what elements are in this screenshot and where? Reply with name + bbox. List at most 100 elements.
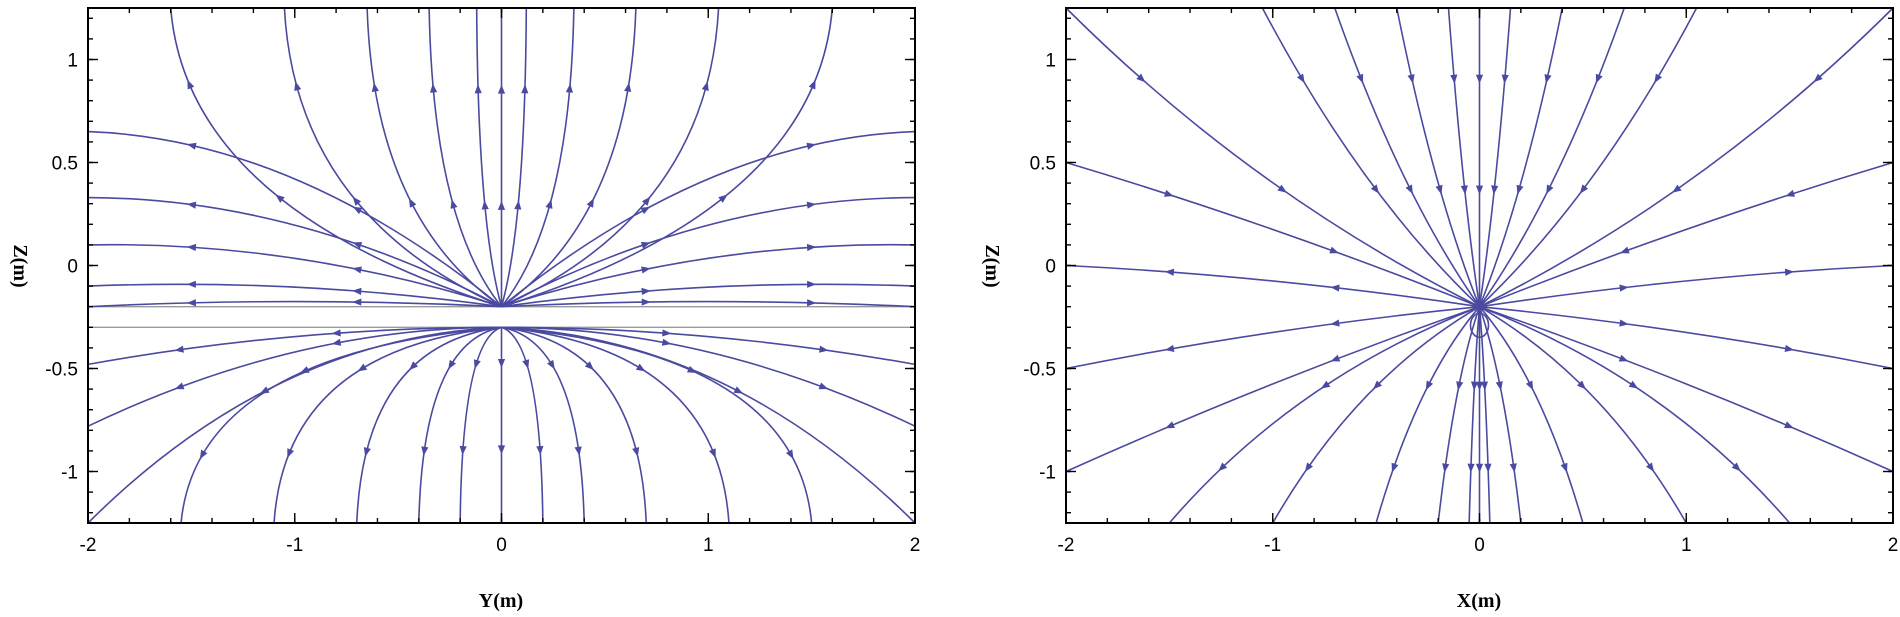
streamline-arrow	[636, 364, 646, 372]
streamline	[1480, 307, 1790, 523]
streamline-arrow	[642, 298, 651, 305]
streamline	[1480, 8, 1511, 307]
streamline-arrow	[1467, 464, 1474, 473]
streamline-arrow	[536, 446, 543, 455]
streamline-arrow	[187, 281, 196, 288]
streamline-arrow	[734, 386, 744, 393]
streamline-arrow	[1491, 185, 1498, 194]
streamline-arrow	[451, 199, 458, 209]
streamline	[502, 327, 729, 523]
streamline	[1480, 8, 1894, 307]
streamline-arrow	[1646, 462, 1654, 471]
streamline-arrow	[332, 339, 342, 346]
streamline-arrow	[1164, 190, 1174, 197]
y-axis-title-left: Z(m)	[9, 244, 31, 287]
streamline-arrow	[807, 281, 816, 288]
streamline	[1335, 8, 1480, 307]
streamline-arrow	[1546, 184, 1553, 194]
streamline	[1066, 307, 1480, 472]
streamline-arrow	[702, 81, 709, 91]
streamline-arrow	[1496, 381, 1503, 391]
streamline	[1262, 8, 1479, 307]
streamline-arrow	[353, 207, 363, 214]
y-axis-title-right: Z(m)	[981, 244, 1003, 287]
streamline	[1480, 8, 1697, 307]
streamline-arrow	[187, 202, 196, 209]
streamline-arrow	[522, 359, 529, 369]
streamline	[477, 8, 502, 307]
streamline-arrow	[498, 359, 505, 368]
streamline-arrow	[1784, 421, 1794, 428]
streamline-arrow	[1329, 247, 1339, 254]
streamline-arrow	[1297, 74, 1305, 84]
y-tick-label: 0.5	[52, 154, 78, 175]
streamline	[1273, 307, 1480, 523]
streamline	[1376, 307, 1479, 523]
streamline-arrow	[352, 298, 361, 305]
streamline-arrow	[1517, 185, 1524, 195]
streamline-arrow	[1785, 190, 1795, 197]
streamline-arrow	[1619, 355, 1629, 362]
streamline	[1480, 307, 1894, 472]
streamline	[502, 302, 916, 307]
chart-panel-right: -2 -1 0 1 2 -1-0.500.51 X(m) Z(m)	[981, 8, 1898, 612]
streamline-arrow	[786, 450, 794, 460]
streamline-arrow	[575, 446, 582, 455]
streamline-arrow	[819, 383, 829, 390]
streamline-arrow	[187, 299, 196, 306]
streamline-arrow	[1596, 74, 1603, 84]
y-tick-label: -0.5	[1023, 360, 1056, 381]
streamline-arrow	[809, 80, 816, 90]
streamline-arrow	[175, 383, 185, 390]
y-tick-label: 1	[1045, 51, 1056, 72]
x-tick-label: 0	[496, 535, 507, 556]
streamline-arrow	[475, 84, 482, 93]
streamline-arrow	[1619, 319, 1628, 326]
streamline-arrow	[1331, 355, 1341, 362]
streamline-arrow	[687, 366, 697, 373]
streamline-arrow	[421, 446, 428, 455]
streamline-arrow	[807, 244, 816, 251]
streamline-arrow	[187, 80, 194, 90]
streamline-arrow	[641, 266, 651, 273]
streamline-arrow	[300, 366, 310, 373]
streamline-arrow	[1785, 345, 1794, 352]
streamline-arrow	[1371, 184, 1379, 193]
streamline-arrow	[1510, 463, 1517, 472]
y-tick-label: 0	[1045, 257, 1056, 278]
streamline-arrow	[1426, 381, 1433, 391]
y-tick-label: 0	[67, 257, 78, 278]
streamline-arrow	[547, 360, 555, 370]
streamline-arrow	[709, 448, 716, 458]
streamline	[1469, 307, 1479, 523]
streamline	[1480, 163, 1894, 307]
streamline	[88, 302, 502, 307]
x-tick-label: 0	[1474, 535, 1485, 556]
x-tick-labels-left: -2 -1 0 1 2	[80, 535, 921, 556]
streamline-arrow	[460, 446, 467, 455]
streamline	[429, 8, 501, 307]
streamline-arrow	[1165, 345, 1174, 352]
streamline-arrow	[372, 83, 379, 92]
streamline-arrow	[662, 339, 672, 346]
streamline	[1066, 8, 1480, 307]
y-tick-label: 0.5	[1030, 154, 1056, 175]
streamline-arrow	[498, 85, 505, 94]
y-tick-label: -1	[61, 463, 78, 484]
x-axis-title-left: Y(m)	[479, 590, 523, 612]
streamline-arrow	[546, 199, 553, 209]
streamline-arrow	[358, 364, 368, 372]
streamline-arrow	[1436, 185, 1443, 195]
streamline-arrow	[1305, 462, 1313, 471]
streamline-arrow	[200, 450, 208, 460]
y-tick-label: -1	[1039, 463, 1056, 484]
streamline-arrow	[1165, 421, 1175, 428]
streamline	[274, 327, 501, 523]
y-tick-labels-left: -1 -0.5 0 0.5 1	[45, 51, 78, 484]
x-tick-labels-right: -2 -1 0 1 2	[1058, 535, 1899, 556]
streamline-arrow	[1629, 381, 1638, 389]
streamline-arrow	[624, 83, 631, 92]
streamline-arrow	[409, 198, 416, 208]
streamline-arrow	[1442, 463, 1449, 472]
streamline-arrow	[1456, 381, 1463, 391]
